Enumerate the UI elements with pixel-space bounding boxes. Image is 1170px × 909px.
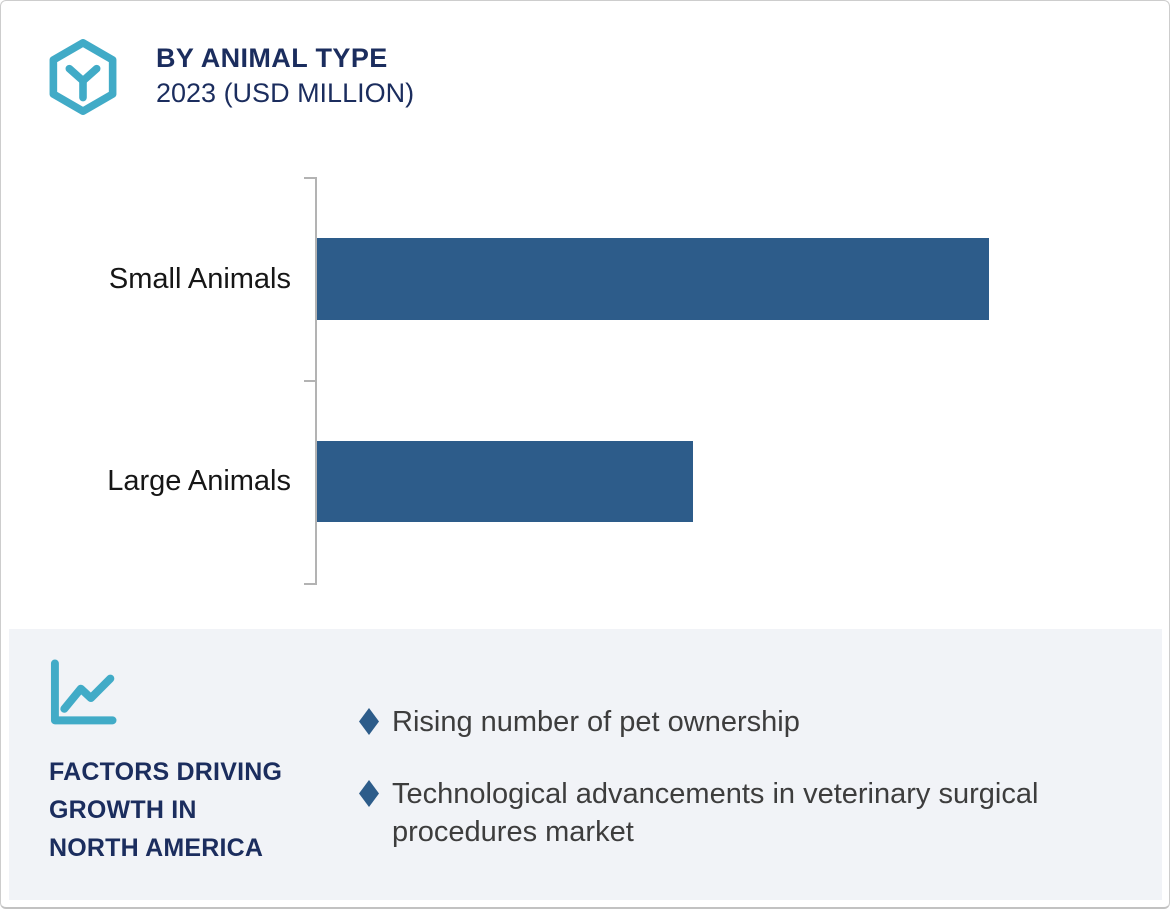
diamond-bullet-icon <box>359 708 379 735</box>
bar-small-animals <box>317 238 989 320</box>
bar-large-animals <box>317 441 693 522</box>
axis-tick <box>304 177 315 179</box>
diamond-bullet-icon <box>359 780 379 807</box>
factor-text: Technological advancements in veterinary… <box>392 778 1039 848</box>
chart-title: BY ANIMAL TYPE <box>156 43 388 73</box>
factors-panel: FACTORS DRIVING GROWTH IN NORTH AMERICA … <box>9 629 1162 900</box>
factor-item: Rising number of pet ownership <box>359 703 1099 741</box>
factor-item: Technological advancements in veterinary… <box>359 775 1099 851</box>
factor-text: Rising number of pet ownership <box>392 706 800 738</box>
axis-tick <box>304 583 315 585</box>
category-label-small-animals: Small Animals <box>108 262 291 295</box>
bar-row-small-animals: Small Animals <box>1 238 1169 320</box>
chart-header: BY ANIMAL TYPE 2023 (USD MILLION) <box>156 42 414 111</box>
factors-list: Rising number of pet ownership Technolog… <box>359 703 1099 885</box>
category-axis-line <box>315 177 317 585</box>
bar-row-large-animals: Large Animals <box>1 441 1169 522</box>
axis-tick <box>304 380 315 382</box>
chart-subtitle: 2023 (USD MILLION) <box>156 78 415 108</box>
line-chart-icon <box>47 655 119 731</box>
hexagon-box-y-icon <box>45 37 121 117</box>
factors-heading: FACTORS DRIVING GROWTH IN NORTH AMERICA <box>49 758 283 862</box>
category-label-large-animals: Large Animals <box>107 465 291 497</box>
